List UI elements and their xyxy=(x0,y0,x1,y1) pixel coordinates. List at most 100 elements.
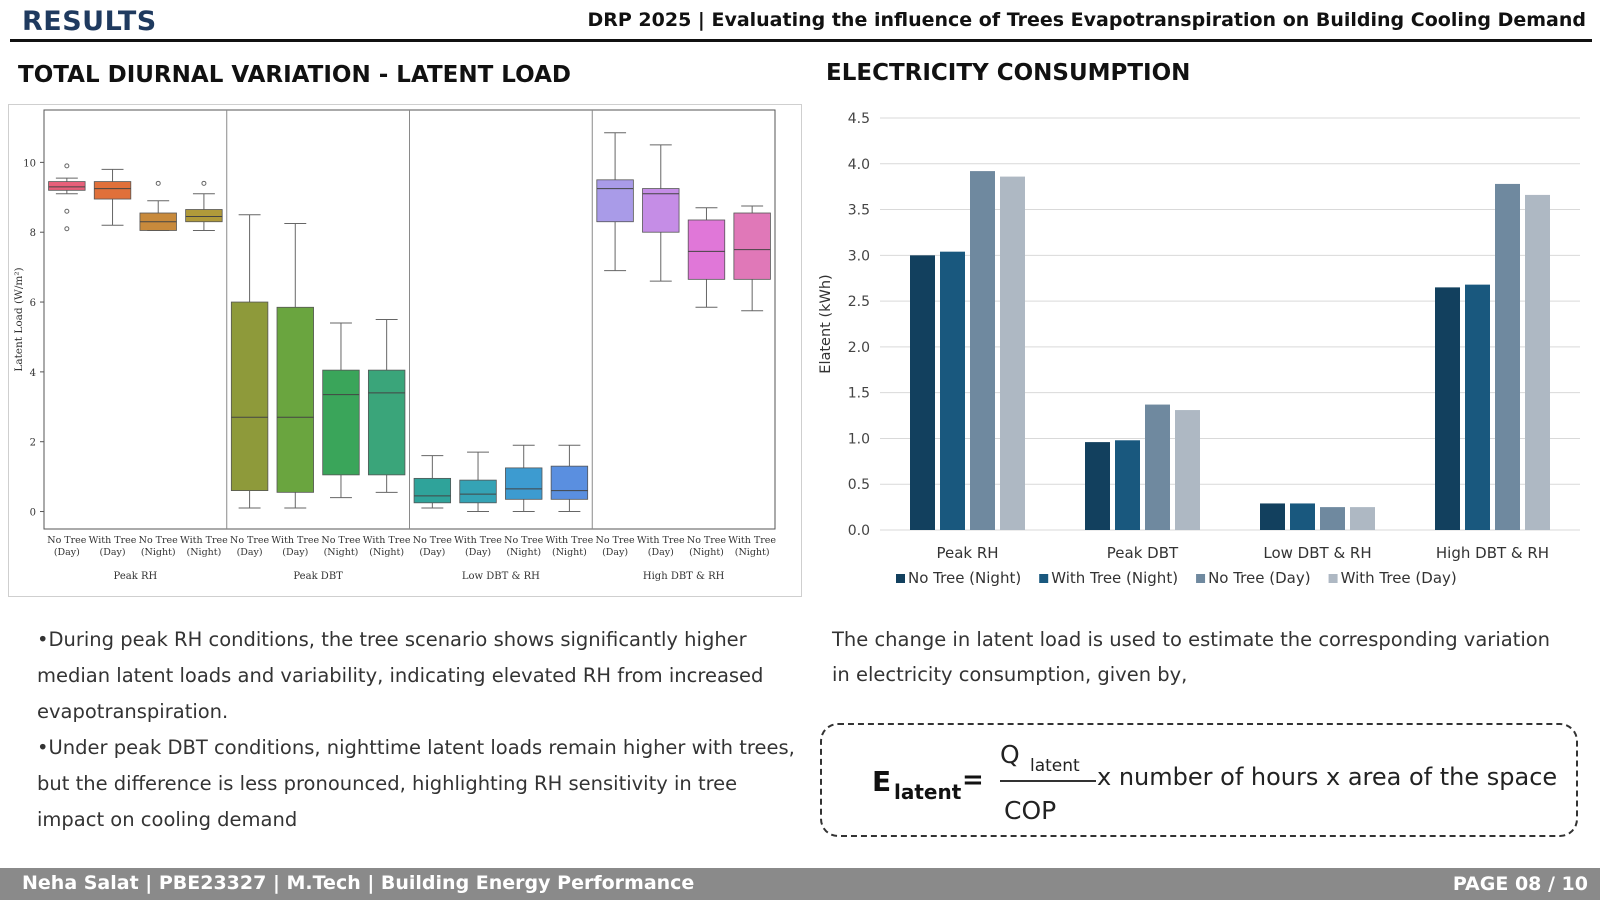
formula-box: E latent = Q latent COP x number of hour… xyxy=(820,723,1578,837)
box-label-line1: With Tree xyxy=(271,535,319,546)
box-label-line2: (Night) xyxy=(735,547,770,558)
box-body xyxy=(550,465,589,500)
y-tick-label: 2 xyxy=(30,438,36,449)
legend-label: No Tree (Day) xyxy=(1208,569,1311,587)
y-tick-label: 0 xyxy=(30,508,36,519)
electricity-section-title: ELECTRICITY CONSUMPTION xyxy=(826,60,1191,86)
outlier-point xyxy=(201,180,207,186)
y-tick-label: 0.5 xyxy=(848,477,870,493)
box-label-line1: No Tree xyxy=(504,535,544,546)
findings-bullets: •During peak RH conditions, the tree sce… xyxy=(37,622,797,838)
legend-label: With Tree (Night) xyxy=(1051,569,1178,587)
box-label-line1: With Tree xyxy=(89,535,137,546)
box-label-line2: (Day) xyxy=(465,547,491,558)
bar xyxy=(1115,440,1140,530)
bar xyxy=(1085,442,1110,530)
box-label-line1: No Tree xyxy=(139,535,179,546)
box-body xyxy=(413,477,452,504)
y-axis-label: Elatent (kWh) xyxy=(818,274,834,373)
box-label-line1: No Tree xyxy=(596,535,636,546)
latent-load-boxplot: 0 2 4 6 8 10 Latent Load (W/m²) No Tree (Day) Wit… xyxy=(8,104,802,597)
box-body xyxy=(687,219,726,280)
box-label-line1: No Tree xyxy=(321,535,361,546)
category-label: Peak RH xyxy=(936,544,998,562)
formula-equals: = xyxy=(962,765,984,795)
bullet-peak-rh: •During peak RH conditions, the tree sce… xyxy=(37,628,764,723)
latent-load-section-title: TOTAL DIURNAL VARIATION - LATENT LOAD xyxy=(18,62,571,88)
bar xyxy=(1320,507,1345,530)
legend-swatch xyxy=(1328,574,1338,583)
box-body xyxy=(459,479,497,504)
bar xyxy=(1435,287,1460,530)
y-tick-label: 2.0 xyxy=(848,340,870,356)
box-label-line1: No Tree xyxy=(413,535,453,546)
group-label: Low DBT & RH xyxy=(462,571,540,582)
box-label-line2: (Day) xyxy=(237,547,263,558)
y-tick-label: 3.5 xyxy=(848,203,870,219)
box-body xyxy=(93,181,132,200)
box-label-line2: (Day) xyxy=(648,547,674,558)
box-label-line2: (Day) xyxy=(282,547,308,558)
y-tick-label: 4.5 xyxy=(848,111,870,127)
box-label-line2: (Night) xyxy=(506,547,541,558)
category-label: Peak DBT xyxy=(1107,544,1179,562)
bar xyxy=(1495,183,1520,531)
box-label-line2: (Night) xyxy=(552,547,587,558)
footer-author: Neha Salat | PBE23327 | M.Tech | Buildin… xyxy=(22,872,695,894)
box-label-line1: With Tree xyxy=(728,535,776,546)
y-tick-label: 4.0 xyxy=(848,157,870,173)
formula-lhs-subscript: latent xyxy=(894,780,962,804)
box-label-line2: (Night) xyxy=(689,547,724,558)
box-label-line1: No Tree xyxy=(47,535,87,546)
category-label: High DBT & RH xyxy=(1436,544,1549,562)
box-label-line2: (Night) xyxy=(324,547,359,558)
formula-fraction-bar xyxy=(1000,780,1096,782)
box-label-line1: No Tree xyxy=(687,535,727,546)
box-body xyxy=(367,369,406,476)
bar xyxy=(940,251,965,530)
box-label-line1: With Tree xyxy=(180,535,228,546)
y-axis-label: Latent Load (W/m²) xyxy=(13,267,25,371)
box-body xyxy=(185,209,223,223)
bar xyxy=(1175,410,1200,530)
outlier-point xyxy=(155,180,161,186)
legend-swatch xyxy=(896,574,905,583)
outlier-point xyxy=(64,163,70,169)
y-tick-label: 6 xyxy=(30,298,36,309)
outlier-point xyxy=(64,208,70,214)
method-paragraph: The change in latent load is used to est… xyxy=(832,628,1551,686)
formula-numerator: Q xyxy=(1000,740,1020,769)
box-body xyxy=(230,301,269,491)
bar xyxy=(1145,404,1170,530)
box-body xyxy=(642,188,680,233)
bar xyxy=(1525,194,1550,530)
y-tick-label: 0.0 xyxy=(848,523,870,539)
legend-label: With Tree (Day) xyxy=(1341,569,1457,587)
box-body xyxy=(48,181,86,191)
formula-numerator-subscript: latent xyxy=(1030,756,1080,776)
legend-label: No Tree (Night) xyxy=(908,569,1021,587)
y-tick-label: 8 xyxy=(30,228,36,239)
header-rule xyxy=(10,39,1592,42)
box-label-line1: With Tree xyxy=(454,535,502,546)
box-label-line1: No Tree xyxy=(230,535,270,546)
box-label-line2: (Night) xyxy=(141,547,176,558)
legend-swatch xyxy=(1039,574,1049,583)
box-label-line2: (Night) xyxy=(369,547,404,558)
formula-denominator: COP xyxy=(1004,796,1057,825)
box-label-line2: (Day) xyxy=(419,547,445,558)
group-label: Peak DBT xyxy=(293,571,343,582)
electricity-bar-chart: 0.0 0.5 1.0 1.5 2.0 2.5 3.0 3.5 4.0 4.5 Elatent (k… xyxy=(808,96,1592,606)
box-body xyxy=(276,306,314,493)
bar xyxy=(1290,503,1315,530)
bar xyxy=(1465,284,1490,530)
bar xyxy=(1260,503,1285,530)
box-body xyxy=(733,212,771,280)
y-tick-label: 10 xyxy=(23,158,36,169)
category-label: Low DBT & RH xyxy=(1263,544,1371,562)
box-body xyxy=(596,179,634,223)
y-tick-label: 3.0 xyxy=(848,248,870,264)
outlier-point xyxy=(64,226,70,232)
box-label-line2: (Day) xyxy=(602,547,628,558)
